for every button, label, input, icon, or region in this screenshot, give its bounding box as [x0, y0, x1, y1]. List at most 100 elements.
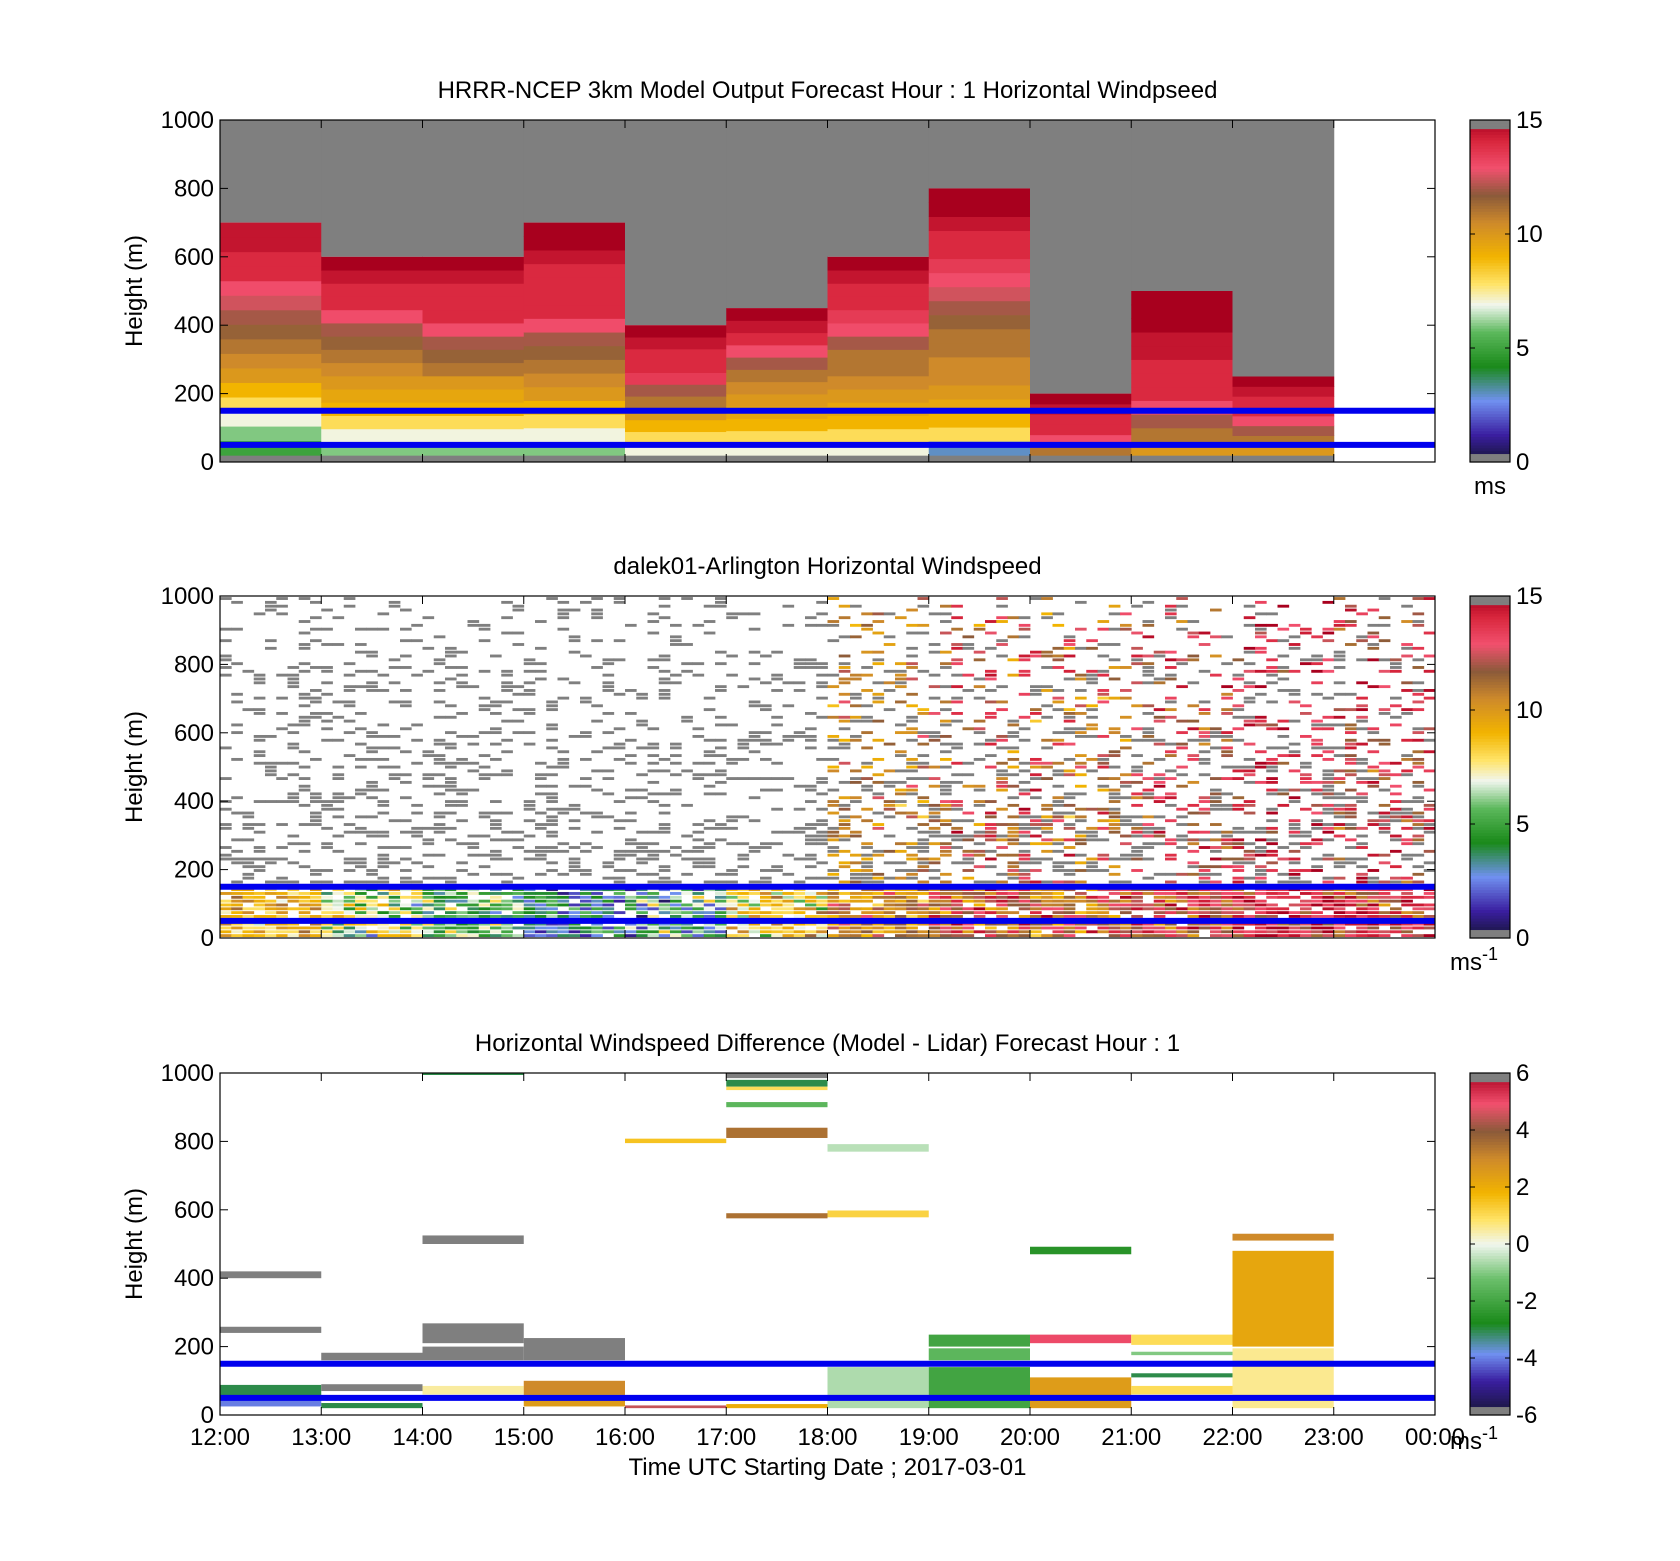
lidar-cell	[760, 880, 772, 884]
lidar-cell	[388, 777, 401, 780]
lidar-cell	[422, 892, 435, 895]
lidar-cell	[1333, 823, 1346, 826]
model-cell	[321, 309, 423, 324]
lidar-cell	[1345, 769, 1357, 773]
lidar-cell	[1007, 796, 1020, 800]
colorbar-swatch	[1470, 1358, 1510, 1362]
lidar-cell	[1131, 765, 1143, 769]
lidar-cell	[400, 627, 412, 631]
lidar-cell	[771, 895, 783, 899]
lidar-cell	[523, 800, 536, 803]
lidar-cell	[1018, 654, 1031, 658]
lidar-cell	[1007, 723, 1020, 727]
lidar-cell	[1378, 895, 1391, 899]
colorbar-swatch	[1470, 849, 1510, 854]
lidar-cell	[242, 823, 255, 826]
lidar-cell	[231, 723, 243, 727]
lidar-cell	[1300, 834, 1312, 838]
lidar-cell	[220, 823, 232, 826]
colorbar-swatch	[1470, 1201, 1510, 1205]
colorbar-swatch	[1470, 174, 1510, 178]
lidar-cell	[625, 838, 637, 842]
lidar-cell	[973, 849, 986, 853]
lidar-cell	[1322, 669, 1335, 673]
lidar-cell	[1356, 922, 1368, 926]
lidar-cell	[366, 922, 378, 926]
colorbar-swatch	[1470, 1338, 1510, 1342]
lidar-cell	[1018, 788, 1031, 792]
lidar-cell	[1221, 846, 1233, 849]
lidar-cell	[231, 911, 243, 915]
colorbar-swatch	[1470, 439, 1510, 443]
lidar-cell	[1277, 788, 1290, 792]
model-cell	[928, 286, 1031, 302]
lidar-cell	[895, 869, 907, 872]
lidar-cell	[1412, 658, 1425, 662]
lidar-cell	[872, 922, 885, 926]
model-cell	[220, 411, 322, 427]
lidar-cell	[400, 689, 412, 692]
lidar-cell	[883, 876, 896, 880]
lidar-cell	[1345, 838, 1357, 842]
colorbar-swatch	[1470, 1326, 1510, 1331]
colorbar-swatch	[1470, 809, 1510, 814]
lidar-cell	[332, 899, 345, 903]
difference-cell	[523, 1338, 625, 1361]
lidar-cell	[433, 658, 446, 662]
lidar-cell	[1142, 662, 1155, 666]
lidar-cell	[321, 895, 333, 899]
lidar-cell	[591, 903, 603, 907]
colorbar-swatch	[1470, 863, 1510, 868]
lidar-cell	[557, 750, 570, 754]
lidar-cell	[321, 692, 333, 696]
lidar-cell	[681, 719, 693, 723]
lidar-cell	[670, 746, 682, 750]
lidar-cell	[1120, 780, 1132, 784]
lidar-cell	[1412, 796, 1425, 800]
lidar-cell	[816, 915, 828, 918]
lidar-cell	[1176, 620, 1188, 623]
colorbar-swatch	[1470, 154, 1510, 158]
lidar-cell	[501, 857, 513, 861]
model-cell	[928, 258, 1031, 274]
lidar-cell	[951, 838, 963, 842]
lidar-cell	[973, 930, 986, 934]
lidar-cell	[906, 899, 918, 903]
lidar-cell	[940, 907, 952, 911]
lidar-cell	[1198, 915, 1211, 918]
lidar-cell	[343, 930, 356, 934]
colorbar-swatch	[1470, 1206, 1510, 1211]
lidar-cell	[928, 911, 941, 915]
lidar-cell	[1266, 765, 1278, 769]
lidar-cell	[1187, 849, 1200, 853]
lidar-cell	[400, 934, 412, 938]
lidar-cell	[1153, 895, 1166, 899]
lidar-cell	[310, 922, 322, 926]
x-tick-label: 17:00	[696, 1424, 756, 1451]
lidar-cell	[1187, 719, 1200, 723]
lidar-cell	[917, 597, 930, 600]
lidar-cell	[1412, 811, 1425, 815]
lidar-cell	[546, 784, 558, 788]
lidar-cell	[276, 892, 288, 895]
lidar-cell	[692, 777, 705, 780]
lidar-cell	[1255, 934, 1267, 938]
lidar-cell	[1378, 788, 1391, 792]
lidar-cell	[1300, 922, 1312, 926]
lidar-cell	[1221, 792, 1233, 796]
lidar-cell	[467, 922, 480, 926]
lidar-cell	[1165, 880, 1177, 884]
lidar-cell	[265, 922, 277, 926]
lidar-cell	[827, 769, 840, 773]
lidar-cell	[1086, 907, 1098, 911]
lidar-cell	[343, 689, 356, 692]
lidar-cell	[321, 846, 333, 849]
lidar-cell	[996, 872, 1008, 876]
lidar-cell	[411, 880, 423, 884]
lidar-cell	[1412, 815, 1425, 819]
lidar-cell	[557, 811, 570, 815]
lidar-cell	[1142, 788, 1155, 792]
lidar-cell	[321, 934, 333, 938]
lidar-cell	[1108, 930, 1121, 934]
lidar-cell	[231, 700, 243, 704]
